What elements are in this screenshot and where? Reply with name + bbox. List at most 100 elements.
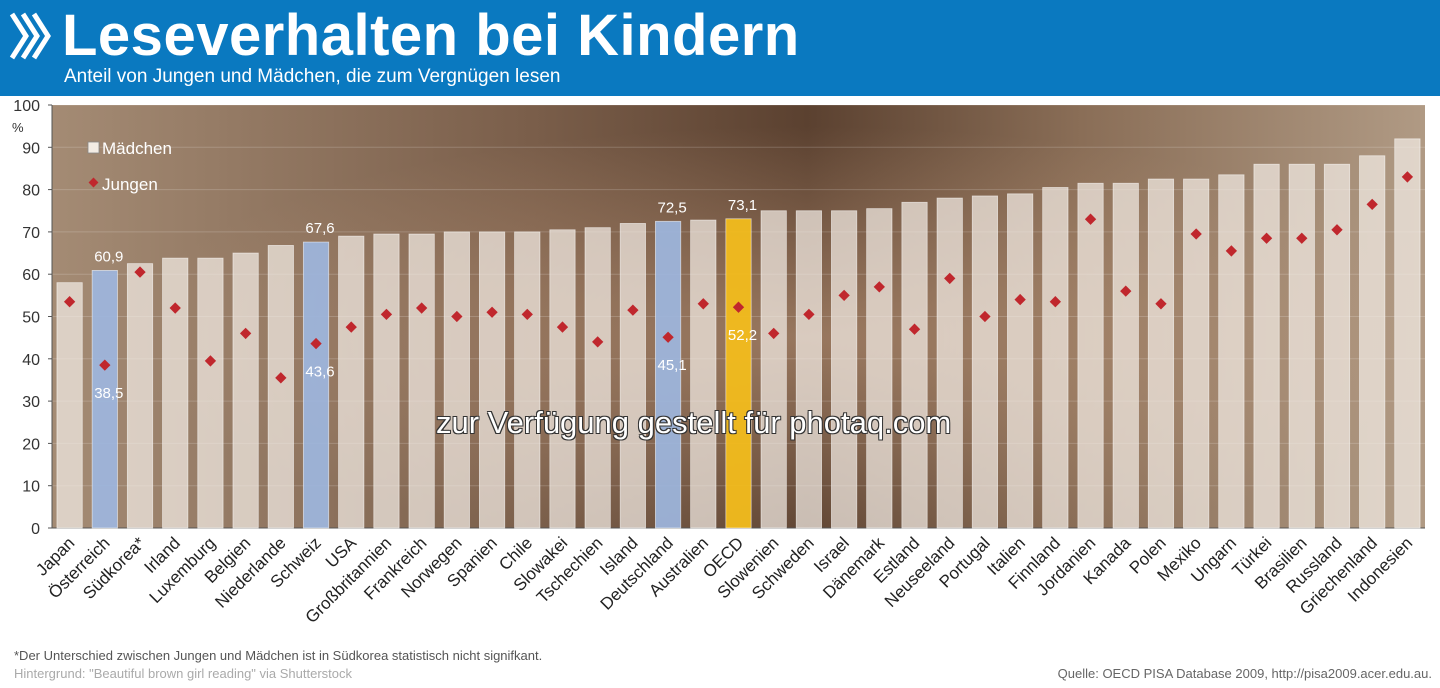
chart: 0 10 20 30 40 50 60 70 80 90 100 % 60,9 38,5 67,6 43,… [12,98,1425,627]
marker-boys [345,321,357,333]
marker-boys [275,372,287,384]
marker-boys [1049,296,1062,308]
bar-girls [690,219,717,529]
marker-boys [979,310,991,323]
page-title: Leseverhalten bei Kindern [62,3,800,68]
marker-boys [415,302,428,314]
data-label-girls: 67,6 [305,220,334,237]
marker-boys [1014,293,1026,306]
marker-boys [838,289,850,302]
data-label-boys: 38,5 [94,385,123,402]
bar-girls [162,257,189,529]
bar-girls [795,210,822,529]
marker-boys [1084,213,1097,225]
bar-girls [302,241,330,529]
bar-girls [56,282,83,529]
bar-girls [1253,163,1280,529]
bar-girls [831,210,858,529]
header-banner: Leseverhalten bei Kindern Anteil von Jun… [0,0,1440,96]
marker-boys [662,331,674,343]
legend-label-boys: Jungen [102,175,158,194]
bar-girls [1359,155,1386,529]
marker-boys [169,302,181,314]
bar-girls [478,231,506,529]
bar-girls [1007,193,1034,529]
marker-boys [380,308,393,321]
y-tick-label: 90 [22,140,40,157]
bar-girls [971,195,999,529]
marker-boys [310,337,322,350]
marker-boys [697,298,709,310]
data-label-girls: 73,1 [728,197,757,214]
data-label-girls: 60,9 [94,248,123,265]
marker-boys [204,355,217,367]
bar-girls [338,235,365,529]
bar-girls [549,229,576,529]
marker-boys [944,272,956,285]
y-tick-label: 20 [22,436,40,453]
bar-girls [408,233,435,529]
bar-girls [1077,182,1104,529]
marker-boys [1155,298,1167,310]
bar-girls [1288,163,1315,529]
marker-boys [521,308,533,321]
page-subtitle: Anteil von Jungen und Mädchen, die zum V… [64,66,561,87]
data-label-girls: 72,5 [657,199,686,216]
marker-boys [768,327,780,340]
marker-boys [873,281,885,293]
marker-boys [627,304,639,316]
legend-label-girls: Mädchen [102,139,172,158]
y-axis-label: % [12,120,24,135]
data-label-boys: 45,1 [657,357,686,374]
marker-boys [1120,285,1132,297]
y-tick-label: 0 [31,521,40,538]
marker-boys [1401,171,1414,183]
bar-girls [232,252,259,529]
marker-boys [239,327,252,340]
data-label-boys: 43,6 [305,364,334,381]
legend-marker-boys [88,177,99,188]
bar-girls [373,233,400,529]
bar-girls [1218,174,1245,529]
y-tick-label: 50 [22,310,40,327]
y-tick-label: 10 [22,479,40,496]
bar-girls [866,208,893,529]
bar-girls [1323,163,1351,529]
bar-girls [655,220,682,529]
bar-girls [1042,187,1069,529]
legend-swatch-girls [87,141,100,154]
y-tick-label: 100 [13,98,40,115]
marker-boys [134,266,146,278]
marker-boys [1260,232,1273,244]
watermark-text: zur Verfügung gestellt für photaq.com [436,405,952,440]
bar-girls [1147,178,1175,529]
bar-girls [936,197,963,529]
y-tick-label: 80 [22,183,40,200]
y-tick-label: 30 [22,394,40,411]
marker-boys [486,306,498,318]
background-credit: Hintergrund: "Beautiful brown girl readi… [14,666,353,681]
bar-girls [584,227,611,529]
bar-girls [901,201,928,529]
bar-girls [1112,182,1139,529]
data-label-boys: 52,2 [728,327,757,344]
marker-boys [803,308,815,321]
marker-boys [1296,232,1308,244]
bar-girls [91,269,118,529]
bar-girls [443,231,470,529]
legend: Mädchen Jungen [87,139,172,194]
marker-boys [1190,228,1202,240]
marker-boys [592,336,604,348]
bar-girls [126,263,154,529]
bar-girls [619,223,646,529]
marker-boys [908,323,921,335]
bar-girls [267,245,294,529]
y-tick-label: 40 [22,352,40,369]
marker-boys [732,301,745,313]
y-tick-label: 70 [22,225,40,242]
bar-girls [1394,138,1421,529]
bar-girls [760,210,787,529]
marker-boys [556,321,569,333]
bar-girls [725,218,752,529]
source-note: Quelle: OECD PISA Database 2009, http://… [1057,666,1432,681]
